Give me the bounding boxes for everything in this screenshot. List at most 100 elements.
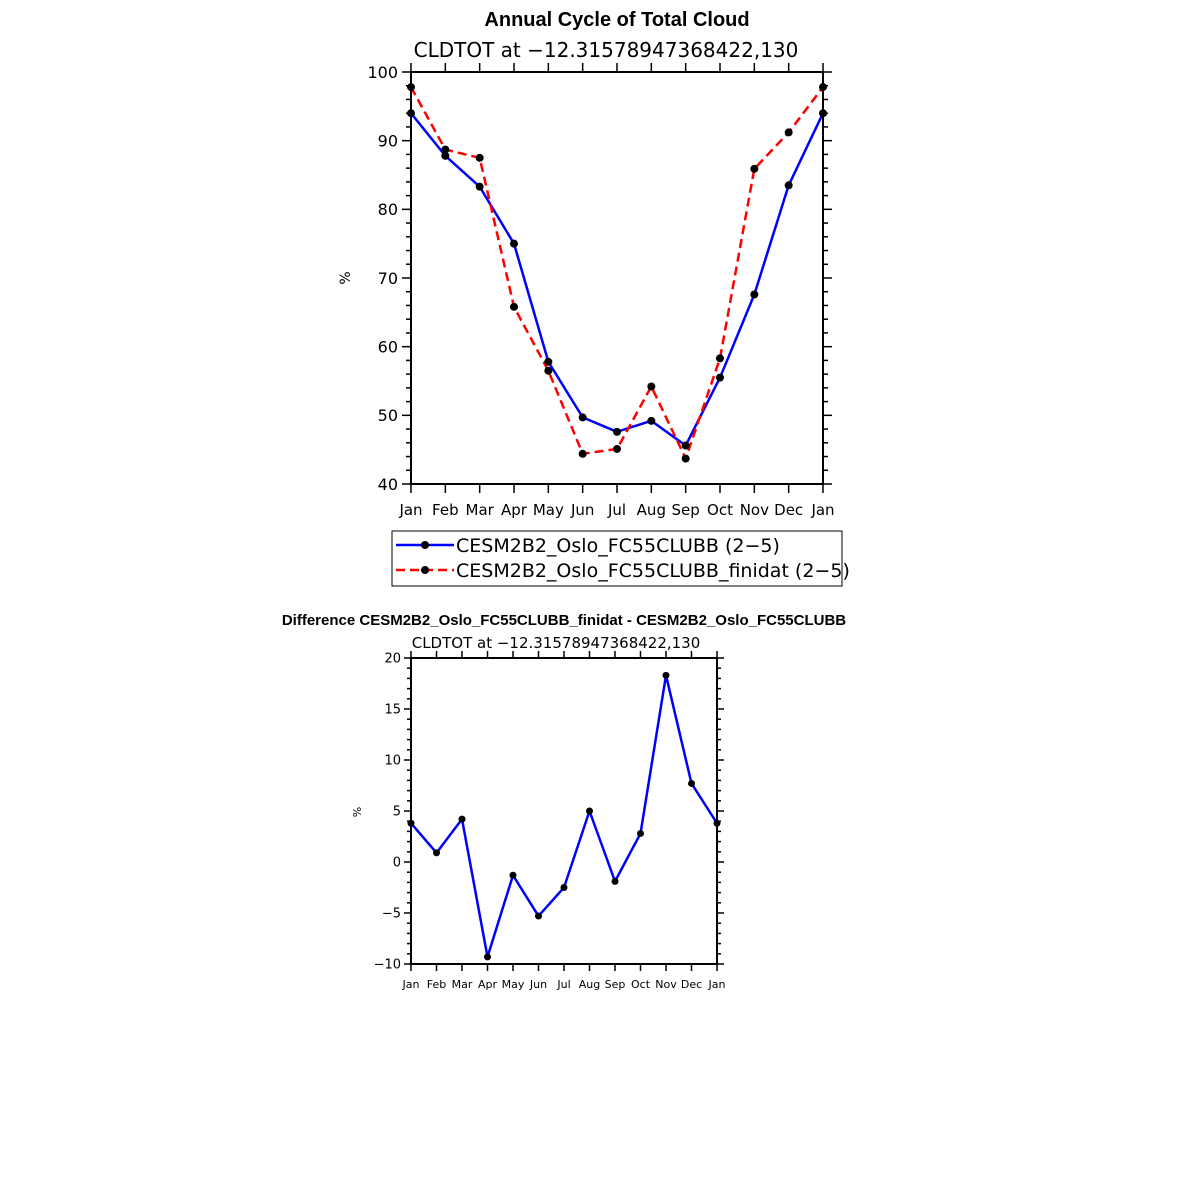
y-tick-label: 80 — [378, 200, 398, 219]
series-1-point — [544, 357, 553, 366]
x-tick-label: Mar — [466, 501, 495, 519]
chart2-title: Difference CESM2B2_Oslo_FC55CLUBB_finida… — [282, 612, 846, 629]
chart2-series-points — [407, 671, 721, 961]
x-tick-label: Jan — [708, 978, 726, 991]
series-2-point — [475, 153, 484, 162]
x-tick-label: Jan — [398, 501, 422, 519]
chart2-ticks — [404, 651, 724, 971]
series-2-point — [681, 454, 690, 463]
series-1-point — [510, 239, 518, 248]
y-tick-label: 90 — [378, 131, 398, 150]
series-1-point — [613, 427, 621, 436]
series-1-point — [713, 819, 721, 827]
series-1-point — [484, 953, 491, 961]
chart2-subtitle: CLDTOT at −12.31578947368422,130 — [412, 634, 701, 652]
x-tick-label: Sep — [672, 501, 700, 519]
series-1-point — [750, 290, 759, 299]
y-tick-label: −10 — [374, 958, 401, 973]
legend-swatch-marker-series2 — [421, 566, 429, 574]
x-tick-label: Aug — [637, 501, 666, 519]
y-tick-label: 60 — [378, 337, 398, 356]
y-tick-label: −5 — [382, 907, 401, 922]
y-tick-label: 50 — [378, 406, 398, 425]
chart2-x-tick-labels: Jan Feb Mar Apr May Jun Jul Aug Sep Oct Nov Dec Jan — [402, 978, 726, 991]
x-tick-label: May — [533, 501, 564, 519]
chart1-series-points — [407, 83, 827, 463]
series-1-point — [586, 807, 593, 815]
series-2-point — [819, 83, 827, 92]
series-1-point — [647, 416, 656, 425]
series-1-point — [578, 413, 587, 422]
x-tick-label: Jul — [556, 978, 570, 991]
x-tick-label: Dec — [774, 501, 803, 519]
chart2-y-tick-labels: −10 −5 0 5 10 15 20 — [374, 652, 401, 973]
legend-swatch-marker-series1 — [421, 541, 429, 549]
y-tick-label: 70 — [378, 269, 398, 288]
y-tick-label: 5 — [393, 805, 401, 820]
x-tick-label: Dec — [681, 978, 702, 991]
series-1-point — [819, 109, 827, 118]
y-tick-label: 100 — [367, 63, 398, 82]
x-tick-label: Oct — [707, 501, 733, 519]
chart1-legend: CESM2B2_Oslo_FC55CLUBB (2−5) CESM2B2_Osl… — [391, 530, 850, 587]
series-1-point — [441, 151, 450, 160]
series-2-point — [544, 366, 553, 375]
series-2-point — [510, 302, 518, 311]
chart1-subtitle: CLDTOT at −12.31578947368422,130 — [414, 38, 799, 62]
series-2-point — [784, 128, 793, 137]
x-tick-label: Jun — [529, 978, 547, 991]
x-tick-label: Feb — [432, 501, 459, 519]
x-tick-label: Apr — [501, 501, 528, 519]
series-1-point — [611, 877, 619, 885]
chart1-title: Annual Cycle of Total Cloud — [484, 9, 749, 31]
series-2-point — [407, 83, 415, 92]
series-1-point — [535, 912, 542, 920]
series-2-point — [647, 382, 656, 391]
series-1-point — [662, 671, 670, 679]
x-tick-label: Jul — [607, 501, 626, 519]
x-tick-label: Feb — [427, 978, 446, 991]
x-tick-label: Nov — [655, 978, 677, 991]
chart2-ylabel: % — [351, 807, 364, 817]
annual-cycle-chart: Annual Cycle of Total Cloud CLDTOT at −1… — [338, 9, 850, 587]
chart1-ylabel: % — [338, 271, 354, 284]
chart1-ticks — [402, 63, 832, 493]
chart1-y-tick-labels: 40 50 60 70 80 90 100 — [367, 63, 398, 494]
x-tick-label: Sep — [605, 978, 626, 991]
series-1-point — [407, 819, 415, 827]
legend-box — [391, 530, 843, 587]
legend-label-series2: CESM2B2_Oslo_FC55CLUBB_finidat (2−5) — [456, 560, 850, 582]
series-2-point — [750, 164, 759, 173]
y-tick-label: 20 — [384, 652, 401, 667]
series-1-point — [509, 871, 517, 879]
x-tick-label: Nov — [740, 501, 769, 519]
series-1-point — [458, 815, 466, 823]
y-tick-label: 0 — [393, 856, 401, 871]
y-tick-label: 40 — [378, 475, 398, 494]
legend-label-series1: CESM2B2_Oslo_FC55CLUBB (2−5) — [456, 535, 780, 557]
series-2-point — [716, 354, 724, 363]
x-tick-label: Aug — [579, 978, 600, 991]
x-tick-label: Oct — [631, 978, 651, 991]
series-1-point — [716, 373, 724, 382]
series-1-point — [560, 884, 568, 891]
series-1-point — [784, 181, 793, 190]
x-tick-label: Jan — [810, 501, 834, 519]
series-1-point — [433, 849, 440, 857]
y-tick-label: 15 — [384, 703, 401, 718]
x-tick-label: Apr — [478, 978, 498, 991]
x-tick-label: May — [502, 978, 525, 991]
series-2-point — [441, 145, 450, 154]
series-2-point — [613, 444, 621, 453]
x-tick-label: Mar — [452, 978, 473, 991]
series-1-point — [475, 182, 484, 191]
y-tick-label: 10 — [384, 754, 401, 769]
series-2-point — [578, 449, 587, 458]
series-1-point — [681, 441, 690, 450]
difference-chart: Difference CESM2B2_Oslo_FC55CLUBB_finida… — [282, 612, 846, 991]
series-1-point — [407, 109, 415, 118]
series-1-point — [637, 829, 644, 837]
x-tick-label: Jun — [570, 501, 594, 519]
